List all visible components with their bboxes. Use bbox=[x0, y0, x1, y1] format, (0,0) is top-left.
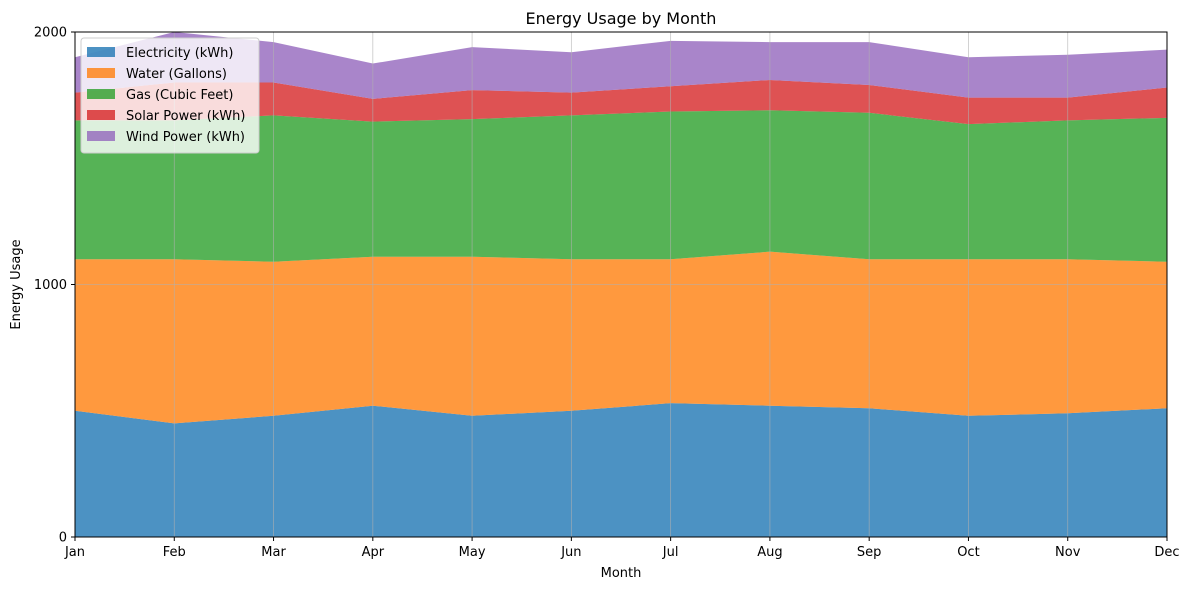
x-tick-label: Apr bbox=[362, 545, 385, 560]
area-series-4 bbox=[75, 79, 1167, 125]
legend-swatch bbox=[87, 68, 115, 78]
legend: Electricity (kWh) Water (Gallons) Gas (Cub… bbox=[80, 37, 260, 154]
x-tick-label: Jan bbox=[64, 545, 85, 560]
area-layers bbox=[75, 32, 1167, 537]
legend-swatch bbox=[87, 110, 115, 120]
x-axis-label: Month bbox=[601, 566, 642, 581]
x-tick-label: Jul bbox=[662, 545, 679, 560]
x-tick-label: May bbox=[459, 545, 486, 560]
x-tick-label: Mar bbox=[261, 545, 286, 560]
y-axis-label: Energy Usage bbox=[9, 239, 24, 329]
legend-label: Solar Power (kWh) bbox=[126, 109, 245, 124]
chart-title: Energy Usage by Month bbox=[526, 9, 717, 28]
x-tick-label: Jun bbox=[560, 545, 581, 560]
x-tick-label: Oct bbox=[957, 545, 979, 560]
y-tick-label: 2000 bbox=[34, 26, 67, 41]
legend-swatch bbox=[87, 131, 115, 141]
legend-swatch bbox=[87, 47, 115, 57]
legend-label: Gas (Cubic Feet) bbox=[126, 88, 233, 103]
y-tick-label: 0 bbox=[59, 531, 67, 546]
legend-label: Electricity (kWh) bbox=[126, 46, 233, 61]
legend-box bbox=[80, 37, 260, 154]
x-axis-ticks: Jan Feb Mar Apr May Jun Jul Aug Sep Oct Nov Dec bbox=[64, 537, 1180, 560]
legend-label: Wind Power (kWh) bbox=[126, 130, 245, 145]
x-tick-label: Feb bbox=[163, 545, 186, 560]
y-tick-label: 1000 bbox=[34, 278, 67, 293]
area-series-3 bbox=[75, 110, 1167, 262]
legend-label: Water (Gallons) bbox=[126, 67, 227, 82]
x-tick-label: Nov bbox=[1055, 545, 1081, 560]
y-axis-ticks: 0 1000 2000 bbox=[34, 26, 75, 546]
area-series-1 bbox=[75, 403, 1167, 537]
x-tick-label: Dec bbox=[1154, 545, 1179, 560]
x-tick-label: Aug bbox=[757, 545, 782, 560]
area-series-5 bbox=[75, 32, 1167, 99]
legend-swatch bbox=[87, 89, 115, 99]
area-series-2 bbox=[75, 251, 1167, 424]
x-tick-label: Sep bbox=[857, 545, 882, 560]
